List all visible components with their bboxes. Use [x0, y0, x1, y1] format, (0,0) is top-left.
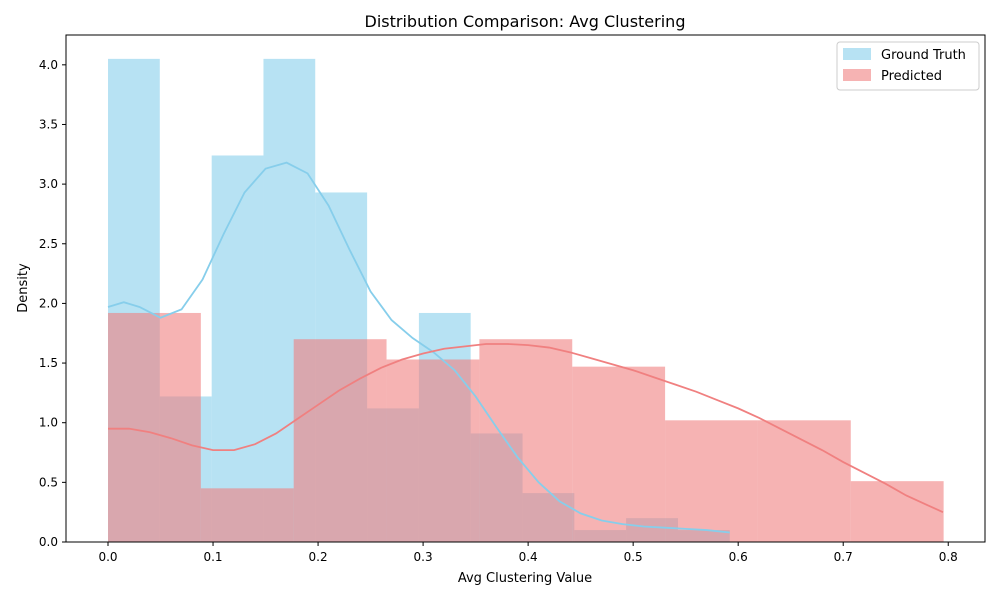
chart-title: Distribution Comparison: Avg Clustering — [365, 12, 686, 31]
x-tick-label: 0.7 — [834, 550, 853, 564]
y-tick-label: 2.5 — [39, 237, 58, 251]
y-tick-label: 1.5 — [39, 356, 58, 370]
bar-predicted — [757, 420, 851, 542]
bar-predicted — [572, 366, 666, 542]
bar-predicted — [386, 359, 480, 542]
x-tick-label: 0.5 — [624, 550, 643, 564]
x-tick-label: 0.4 — [519, 550, 538, 564]
bar-predicted — [108, 312, 201, 542]
bar-predicted — [293, 339, 387, 542]
y-tick-label: 0.0 — [39, 535, 58, 549]
x-tick-label: 0.3 — [414, 550, 433, 564]
y-tick-label: 3.5 — [39, 117, 58, 131]
x-tick-label: 0.6 — [729, 550, 748, 564]
x-axis-label: Avg Clustering Value — [458, 571, 592, 586]
bars-layer — [108, 58, 944, 542]
bar-predicted — [665, 420, 758, 542]
legend-swatch-ground-truth — [843, 48, 871, 60]
x-ticks: 0.0 0.1 0.2 0.3 0.4 0.5 0.6 0.7 0.8 — [98, 542, 958, 564]
x-tick-label: 0.0 — [98, 550, 117, 564]
legend-box — [836, 41, 980, 91]
kde-line-predicted — [108, 343, 944, 513]
plot-frame — [65, 34, 986, 543]
y-tick-label: 0.5 — [39, 475, 58, 489]
bar-predicted — [479, 339, 573, 542]
y-tick-label: 3.0 — [39, 177, 58, 191]
legend-label-predicted: Predicted — [881, 69, 942, 84]
x-tick-label: 0.1 — [203, 550, 222, 564]
y-tick-label: 1.0 — [39, 416, 58, 430]
y-axis-label: Density — [16, 263, 31, 313]
legend-swatch-predicted — [843, 69, 871, 81]
y-ticks: 0.0 0.5 1.0 1.5 2.0 2.5 3.0 3.5 4.0 — [39, 58, 66, 549]
legend: Ground Truth Predicted — [836, 41, 980, 91]
legend-label-ground-truth: Ground Truth — [881, 48, 966, 63]
kde-layer — [107, 161, 944, 534]
kde-line-ground-truth — [107, 161, 730, 534]
x-tick-label: 0.2 — [309, 550, 328, 564]
bar-ground-truth — [211, 155, 264, 542]
y-tick-label: 4.0 — [39, 58, 58, 72]
y-tick-label: 2.0 — [39, 296, 58, 310]
x-tick-label: 0.8 — [939, 550, 958, 564]
bar-predicted — [200, 488, 294, 542]
